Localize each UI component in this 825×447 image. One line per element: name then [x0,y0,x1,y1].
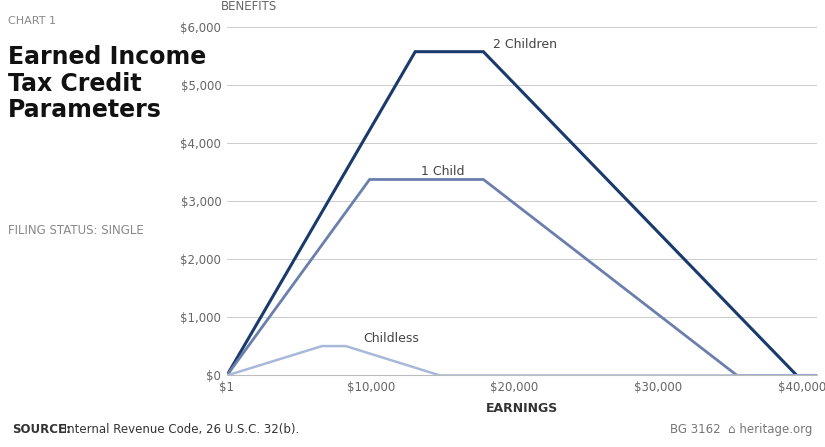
X-axis label: EARNINGS: EARNINGS [486,402,558,415]
Text: BG 3162  ⌂ heritage.org: BG 3162 ⌂ heritage.org [670,423,813,436]
Text: CHART 1: CHART 1 [8,16,56,25]
Text: Internal Revenue Code, 26 U.S.C. 32(b).: Internal Revenue Code, 26 U.S.C. 32(b). [60,423,299,436]
Text: SOURCE:: SOURCE: [12,423,71,436]
Text: BENEFITS: BENEFITS [221,0,277,13]
Text: 2 Children: 2 Children [493,38,557,51]
Text: Earned Income
Tax Credit
Parameters: Earned Income Tax Credit Parameters [8,45,206,122]
Text: Childless: Childless [364,332,419,345]
Text: 1 Child: 1 Child [421,165,464,178]
Text: FILING STATUS: SINGLE: FILING STATUS: SINGLE [8,224,144,236]
